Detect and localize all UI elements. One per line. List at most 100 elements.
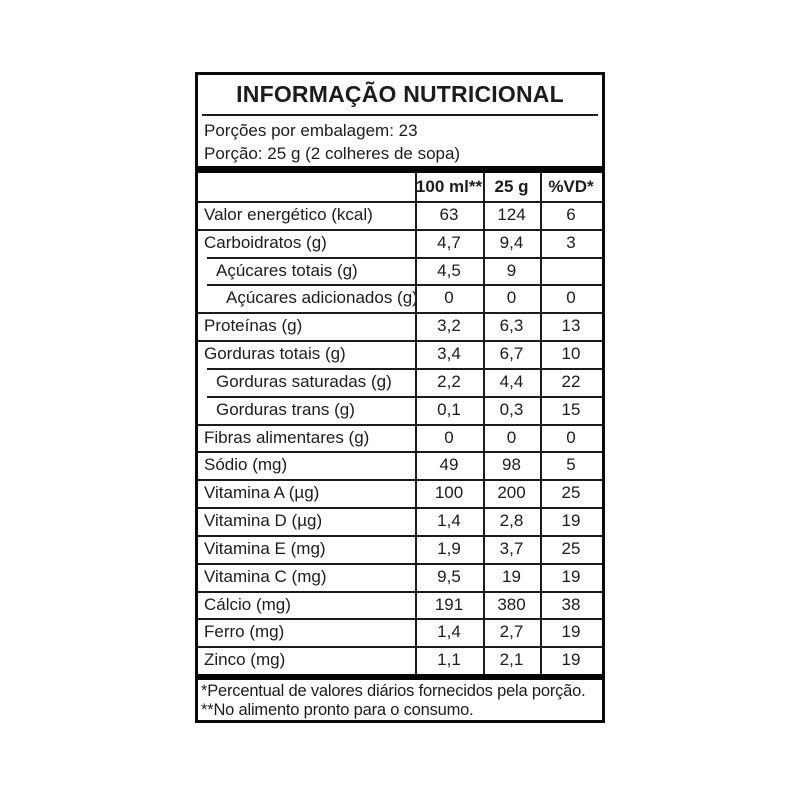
value-25g: 9 (506, 260, 517, 280)
value-100ml: 3,4 (437, 344, 461, 364)
value-100ml: 0 (444, 427, 454, 447)
value-25g: 200 (497, 483, 526, 503)
value-vd: 5 (566, 455, 576, 475)
table-row-acucares-adicionados: Açúcares adicionados (g) 0 0 0 (198, 284, 602, 312)
nutrient-label: Vitamina D (µg) (204, 511, 323, 531)
table-row-sodio: Sódio (mg) 49 98 5 (198, 451, 602, 479)
column-divider-2 (483, 173, 485, 674)
value-100ml: 4,5 (437, 260, 461, 280)
value-100ml: 1,1 (437, 650, 461, 670)
nutrition-table: 100 ml** 25 g %VD* Valor energético (kca… (198, 173, 602, 674)
value-vd: 22 (561, 371, 581, 391)
value-25g: 98 (502, 455, 521, 475)
table-row-gorduras-totais: Gorduras totais (g) 3,4 6,7 10 (198, 340, 602, 368)
table-header-row: 100 ml** 25 g %VD* (198, 173, 602, 201)
nutrient-label: Açúcares totais (g) (216, 260, 358, 280)
serving-size: Porção: 25 g (2 colheres de sopa) (204, 144, 461, 163)
value-25g: 380 (497, 594, 526, 614)
table-row-vitamina-c: Vitamina C (mg) 9,5 19 19 (198, 562, 602, 591)
value-25g: 2,7 (499, 622, 524, 642)
nutrient-label: Sódio (mg) (204, 455, 288, 475)
column-header-vd: %VD* (548, 177, 594, 196)
value-25g: 3,7 (499, 538, 524, 558)
value-vd: 19 (561, 566, 581, 586)
serving-info: Porções por embalagem: 23 Porção: 25 g (… (198, 116, 602, 166)
nutrient-label: Vitamina A (µg) (204, 483, 320, 503)
nutrient-label: Carboidratos (g) (204, 232, 327, 252)
table-row-ferro: Ferro (mg) 1,4 2,7 19 (198, 618, 602, 646)
value-25g: 0,3 (499, 399, 524, 419)
value-100ml: 1,4 (437, 511, 461, 531)
nutrient-label: Gorduras saturadas (g) (216, 371, 392, 391)
thick-divider-bottom (198, 674, 602, 680)
table-row-acucares-totais: Açúcares totais (g) 4,5 9 (198, 256, 602, 285)
footnote-prepared-food: **No alimento pronto para o consumo. (201, 701, 474, 719)
nutrient-label: Gorduras totais (g) (204, 344, 346, 364)
column-header-100ml: 100 ml** (415, 177, 483, 196)
nutrient-label: Valor energético (kcal) (204, 204, 373, 224)
nutrient-label: Zinco (mg) (204, 650, 286, 670)
value-vd: 6 (566, 204, 576, 224)
value-vd: 3 (566, 232, 576, 252)
value-vd: 0 (566, 427, 576, 447)
value-25g: 0 (506, 288, 517, 308)
column-header-25g: 25 g (494, 177, 529, 196)
value-vd: 19 (561, 511, 581, 531)
footnote-daily-values: *Percentual de valores diários fornecido… (201, 682, 586, 700)
column-header-empty (198, 173, 415, 201)
title-divider (202, 114, 598, 116)
table-row-valor-energetico: Valor energético (kcal) 63 124 6 (198, 201, 602, 229)
value-vd: 25 (561, 538, 581, 558)
column-divider-1 (415, 173, 417, 674)
value-vd (540, 257, 602, 285)
label-title: INFORMAÇÃO NUTRICIONAL (236, 81, 564, 107)
nutrient-label: Cálcio (mg) (204, 594, 291, 614)
value-vd: 25 (561, 483, 581, 503)
value-100ml: 100 (434, 483, 464, 503)
value-25g: 6,3 (499, 316, 524, 336)
table-row-gorduras-trans: Gorduras trans (g) 0,1 0,3 15 (198, 395, 602, 424)
value-25g: 124 (497, 204, 526, 224)
nutrient-label: Vitamina C (mg) (204, 566, 327, 586)
value-vd: 38 (561, 594, 581, 614)
value-100ml: 2,2 (437, 371, 461, 391)
column-divider-3 (540, 173, 542, 674)
value-100ml: 0 (444, 288, 454, 308)
value-100ml: 0,1 (437, 399, 461, 419)
nutrient-label: Proteínas (g) (204, 316, 303, 336)
nutrient-label: Ferro (mg) (204, 622, 285, 642)
nutrient-label: Açúcares adicionados (g) (226, 288, 415, 308)
value-25g: 2,8 (499, 511, 524, 531)
value-25g: 9,4 (499, 232, 524, 252)
nutrition-label: INFORMAÇÃO NUTRICIONAL Porções por embal… (195, 72, 605, 723)
value-25g: 6,7 (499, 344, 524, 364)
value-25g: 2,1 (499, 650, 524, 670)
table-row-fibras: Fibras alimentares (g) 0 0 0 (198, 423, 602, 452)
nutrient-label: Gorduras trans (g) (216, 399, 355, 419)
value-vd: 0 (566, 288, 576, 308)
nutrient-label: Fibras alimentares (g) (204, 427, 370, 447)
table-row-vitamina-e: Vitamina E (mg) 1,9 3,7 25 (198, 534, 602, 563)
table-row-gorduras-saturadas: Gorduras saturadas (g) 2,2 4,4 22 (198, 367, 602, 396)
nutrient-label: Vitamina E (mg) (204, 538, 326, 558)
value-vd: 19 (561, 622, 581, 642)
table-row-zinco: Zinco (mg) 1,1 2,1 19 (198, 646, 602, 674)
value-100ml: 1,4 (437, 622, 461, 642)
value-25g: 19 (502, 566, 521, 586)
table-row-vitamina-d: Vitamina D (µg) 1,4 2,8 19 (198, 507, 602, 535)
table-row-carboidratos: Carboidratos (g) 4,7 9,4 3 (198, 228, 602, 257)
servings-per-package: Porções por embalagem: 23 (204, 121, 418, 140)
table-row-proteinas: Proteínas (g) 3,2 6,3 13 (198, 312, 602, 340)
value-100ml: 1,9 (437, 538, 461, 558)
footnotes: *Percentual de valores diários fornecido… (198, 680, 602, 720)
value-100ml: 49 (439, 455, 459, 475)
value-vd: 15 (561, 399, 581, 419)
value-100ml: 9,5 (437, 566, 461, 586)
value-100ml: 4,7 (437, 232, 461, 252)
value-100ml: 3,2 (437, 316, 461, 336)
value-vd: 10 (561, 344, 581, 364)
value-vd: 19 (561, 650, 581, 670)
value-25g: 0 (506, 427, 517, 447)
value-25g: 4,4 (499, 371, 524, 391)
